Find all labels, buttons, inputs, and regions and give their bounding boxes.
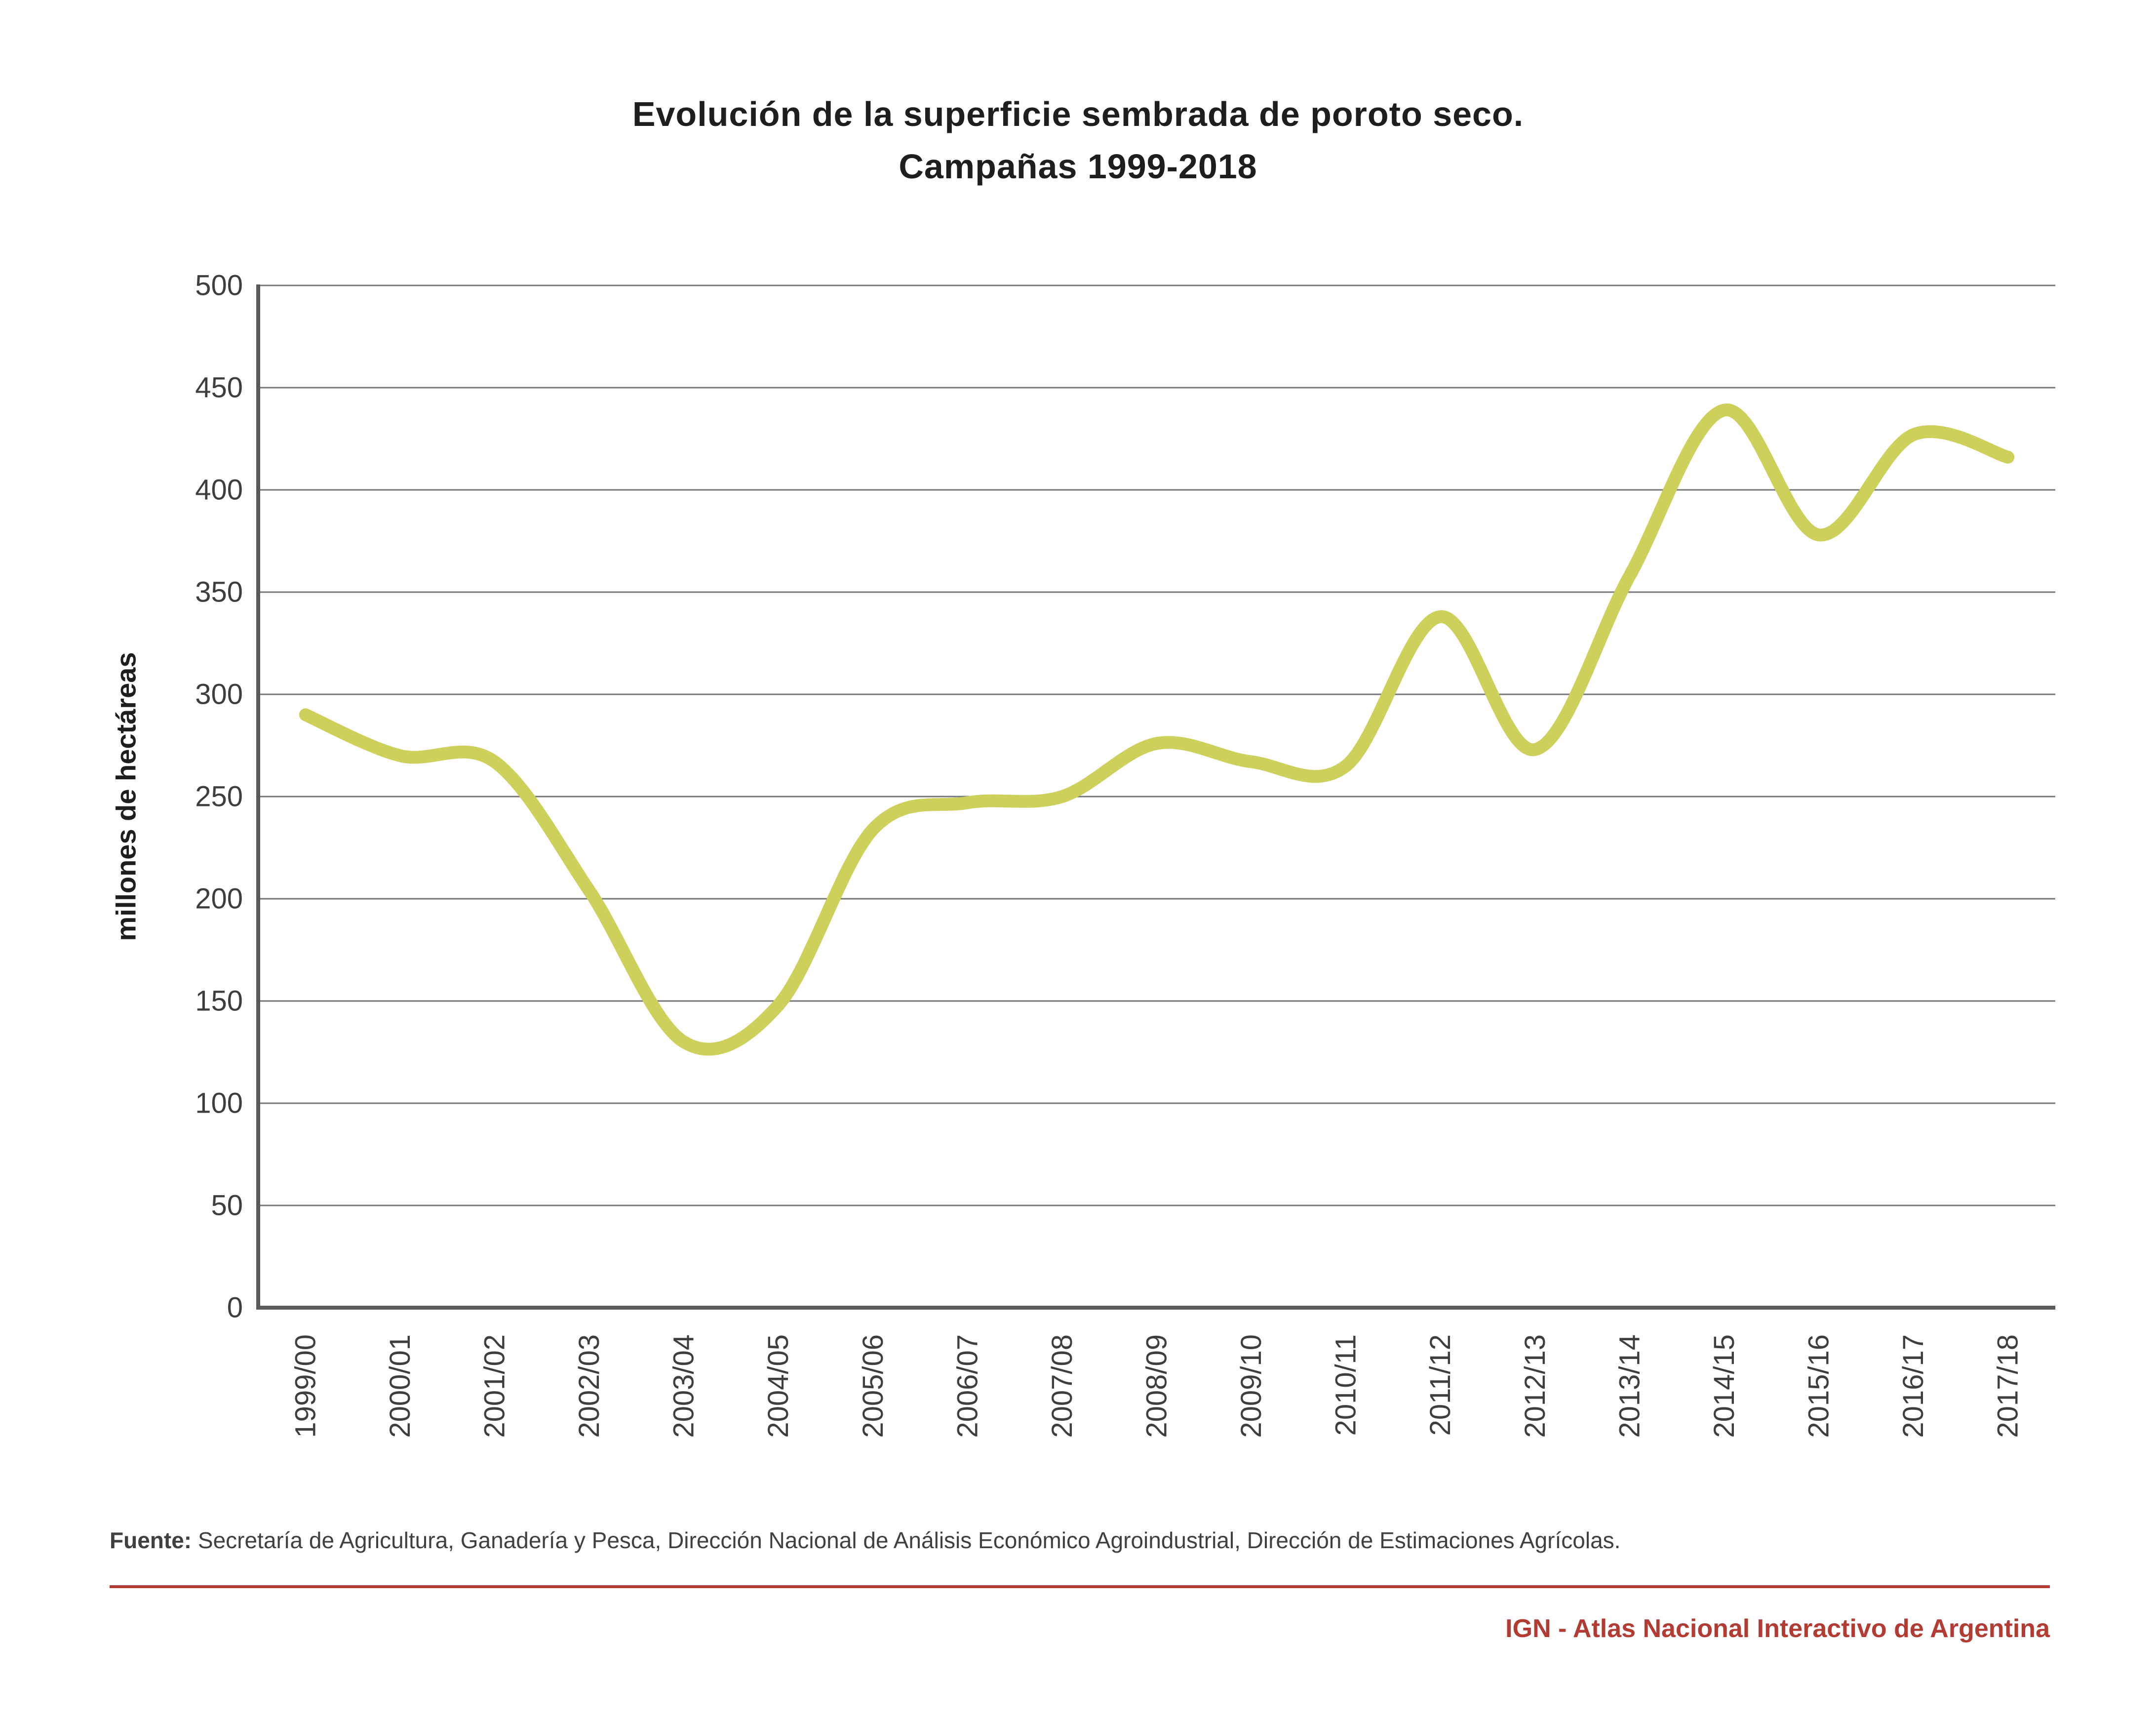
x-tick-label: 2015/16 [1803, 1334, 1835, 1438]
y-tick-label: 150 [195, 985, 243, 1017]
y-tick-label: 250 [195, 781, 243, 813]
x-tick-label: 2014/15 [1708, 1334, 1740, 1438]
y-tick-label: 300 [195, 679, 243, 711]
x-tick-label: 2009/10 [1235, 1334, 1267, 1438]
chart-title-line1: Evolución de la superficie sembrada de p… [632, 95, 1524, 133]
y-tick-label: 50 [211, 1190, 243, 1222]
x-tick-label: 2002/03 [573, 1334, 605, 1438]
y-tick-label: 100 [195, 1087, 243, 1120]
x-tick-label: 2005/06 [857, 1334, 889, 1438]
chart-title: Evolución de la superficie sembrada de p… [0, 88, 2156, 193]
x-tick-label: 1999/00 [289, 1334, 321, 1438]
x-tick-label: 2017/18 [1992, 1334, 2024, 1438]
x-tick-label: 2006/07 [951, 1334, 983, 1438]
chart-title-line2: Campañas 1999-2018 [899, 147, 1257, 186]
data-series-line [299, 403, 2015, 1056]
y-tick-label: 350 [195, 576, 243, 608]
x-tick-label: 2013/14 [1613, 1334, 1646, 1438]
x-tick-label: 2016/17 [1897, 1334, 1929, 1438]
x-tick-label: 2001/02 [478, 1334, 510, 1438]
x-tick-label: 2004/05 [762, 1334, 794, 1438]
y-tick-label: 200 [195, 883, 243, 915]
x-tick-label: 2012/13 [1519, 1334, 1551, 1438]
y-tick-label: 450 [195, 372, 243, 404]
y-tick-label: 400 [195, 474, 243, 506]
x-tick-label: 2007/08 [1046, 1334, 1078, 1438]
x-tick-label: 2008/09 [1141, 1334, 1173, 1438]
attribution-text: IGN - Atlas Nacional Interactivo de Arge… [1505, 1614, 2050, 1643]
x-tick-label: 2000/01 [384, 1334, 416, 1438]
x-tick-label: 2010/11 [1330, 1334, 1362, 1436]
source-label: Fuente: [110, 1527, 192, 1553]
x-tick-label: 2011/12 [1424, 1334, 1456, 1436]
y-tick-label: 0 [227, 1292, 243, 1324]
source-note: Fuente: Secretaría de Agricultura, Ganad… [110, 1527, 2035, 1554]
y-tick-label: 500 [195, 270, 243, 302]
source-text: Secretaría de Agricultura, Ganadería y P… [197, 1527, 1621, 1553]
footer-divider [110, 1585, 2050, 1588]
x-tick-label: 2003/04 [668, 1334, 700, 1438]
